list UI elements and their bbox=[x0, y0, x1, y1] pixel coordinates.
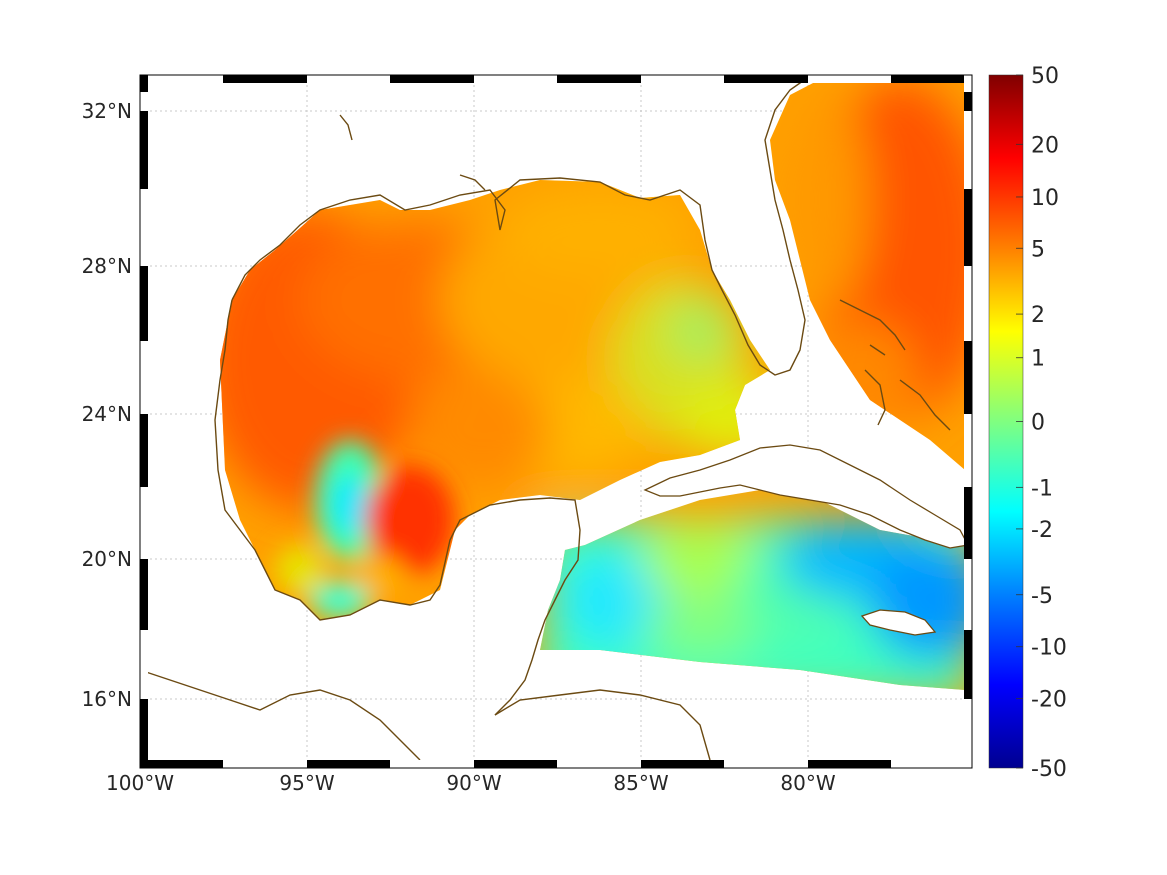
x-tick-label: 95°W bbox=[279, 771, 334, 795]
frame-segment bbox=[140, 760, 223, 768]
frame-segment bbox=[641, 75, 724, 83]
colorbar-tick-label: 10 bbox=[1031, 186, 1059, 211]
frame-segment bbox=[964, 699, 972, 768]
frame-segment bbox=[307, 75, 390, 83]
colorbar-tick-label: -20 bbox=[1031, 688, 1067, 713]
frame-outline bbox=[139, 74, 973, 769]
frame-segment bbox=[140, 92, 148, 111]
y-tick-label: 16°N bbox=[82, 687, 132, 711]
y-tick-label: 28°N bbox=[82, 254, 132, 278]
frame-segment bbox=[964, 92, 972, 111]
frame-segment bbox=[140, 699, 148, 768]
frame-segment bbox=[964, 111, 972, 189]
frame-segment bbox=[808, 75, 891, 83]
x-tick-label: 80°W bbox=[780, 771, 835, 795]
frame-segment bbox=[964, 189, 972, 266]
frame-segment bbox=[474, 75, 557, 83]
frame-segment bbox=[140, 341, 148, 414]
frame-segment bbox=[140, 75, 223, 83]
frame-segment bbox=[390, 760, 474, 768]
colorbar-tick-label: -50 bbox=[1031, 757, 1067, 782]
frame-segment bbox=[140, 189, 148, 266]
colorbar-tick-label: 1 bbox=[1031, 347, 1045, 372]
x-tick-label: 100°W bbox=[106, 771, 174, 795]
colorbar-tick-label: -2 bbox=[1031, 518, 1053, 543]
frame-segment bbox=[891, 75, 972, 83]
frame-segment bbox=[223, 760, 307, 768]
colorbar-tick-label: 2 bbox=[1031, 303, 1045, 328]
frame-segment bbox=[891, 760, 972, 768]
frame-segment bbox=[557, 75, 641, 83]
frame-segment bbox=[474, 760, 557, 768]
frame-segment bbox=[964, 341, 972, 414]
y-tick-label: 20°N bbox=[82, 547, 132, 571]
y-axis-labels: 32°N 28°N 24°N 20°N 16°N bbox=[82, 99, 132, 711]
colorbar-tick-label: -1 bbox=[1031, 476, 1053, 501]
colorbar-tick-label: 20 bbox=[1031, 133, 1059, 158]
map-frame bbox=[139, 74, 973, 769]
frame-segment bbox=[964, 487, 972, 559]
frame-segment bbox=[140, 111, 148, 189]
x-tick-label: 90°W bbox=[446, 771, 501, 795]
y-tick-label: 32°N bbox=[82, 99, 132, 123]
frame-segment bbox=[140, 266, 148, 341]
frame-segment bbox=[964, 266, 972, 341]
data-field bbox=[220, 82, 965, 690]
x-axis-labels: 100°W 95°W 90°W 85°W 80°W bbox=[106, 771, 836, 795]
frame-segment bbox=[964, 75, 972, 92]
colorbar-tick-label: 0 bbox=[1031, 411, 1045, 436]
colorbar-tick-label: -5 bbox=[1031, 584, 1053, 609]
colorbar-tick-label: 50 bbox=[1031, 64, 1059, 89]
frame-segment bbox=[140, 559, 148, 630]
frame-segment bbox=[557, 760, 641, 768]
frame-segment bbox=[964, 630, 972, 699]
frame-segment bbox=[808, 760, 891, 768]
frame-segment bbox=[140, 414, 148, 487]
frame-segment bbox=[223, 75, 307, 83]
x-tick-label: 85°W bbox=[613, 771, 668, 795]
colorbar-tick-label: 5 bbox=[1031, 237, 1045, 262]
colorbar-tick-label: -10 bbox=[1031, 636, 1067, 661]
frame-segment bbox=[964, 559, 972, 630]
frame-segment bbox=[140, 630, 148, 699]
frame-segment bbox=[724, 760, 808, 768]
y-tick-label: 24°N bbox=[82, 402, 132, 426]
frame-segment bbox=[140, 487, 148, 559]
frame-segment bbox=[140, 75, 148, 92]
frame-segment bbox=[724, 75, 808, 83]
frame-segment bbox=[307, 760, 390, 768]
coastlines bbox=[139, 75, 969, 761]
frame-segment bbox=[641, 760, 724, 768]
frame-segment bbox=[390, 75, 474, 83]
frame-segment bbox=[964, 414, 972, 487]
